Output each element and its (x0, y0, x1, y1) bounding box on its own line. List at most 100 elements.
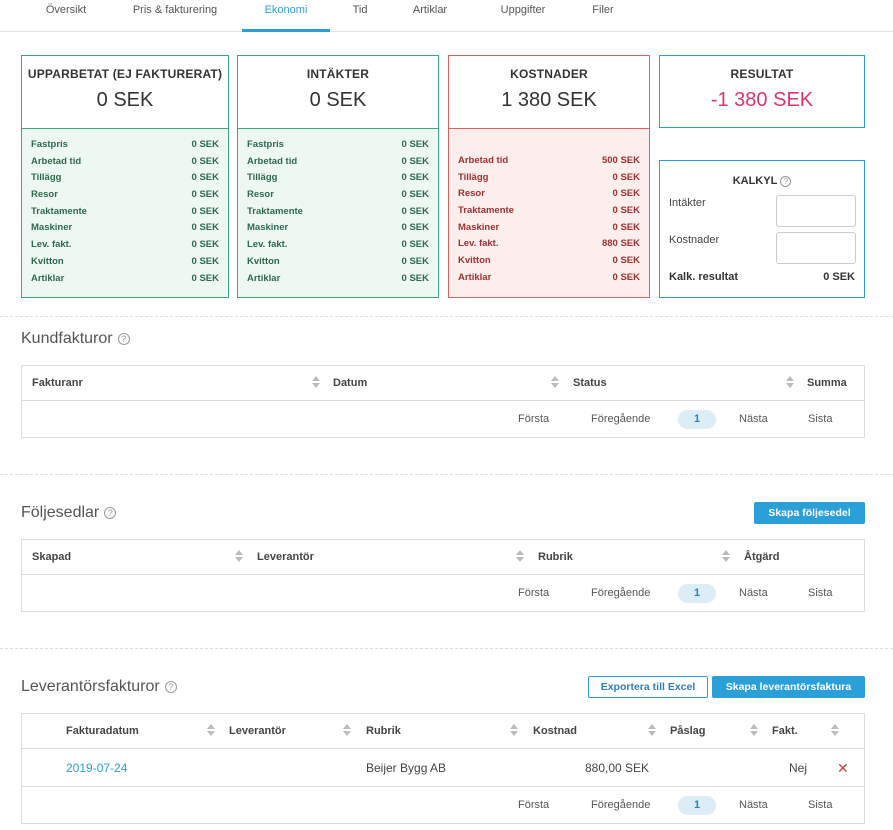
breakdown-row: Kvitton 0 SEK (31, 254, 219, 271)
tab-oversikt[interactable]: Översikt (45, 4, 87, 16)
upparbetat-title: UPPARBETAT (EJ FAKTURERAT) (27, 67, 223, 81)
sort-icon[interactable] (509, 722, 519, 738)
pager-last[interactable]: Sista (808, 587, 833, 599)
pager-next[interactable]: Nästa (739, 587, 768, 599)
create-foljesedel-button[interactable]: Skapa följesedel (754, 502, 865, 524)
col-kostnad[interactable]: Kostnad (533, 725, 577, 737)
sort-icon[interactable] (830, 722, 840, 738)
delete-icon[interactable]: ✕ (837, 760, 849, 776)
foljesedlar-table: Skapad Leverantör Rubrik Åtgärd Första F… (21, 539, 865, 612)
table-header: Fakturadatum Leverantör Rubrik Kostnad P… (22, 714, 864, 749)
row-value: 0 SEK (191, 255, 219, 267)
sort-icon[interactable] (311, 374, 321, 390)
row-value: 0 SEK (401, 255, 429, 267)
resultat-card: RESULTAT -1 380 SEK (659, 55, 865, 128)
col-leverantor[interactable]: Leverantör (229, 725, 286, 737)
help-icon[interactable]: ? (164, 680, 177, 693)
pager-last[interactable]: Sista (808, 799, 833, 811)
col-fakt[interactable]: Fakt. (772, 725, 798, 737)
col-datum[interactable]: Datum (333, 377, 368, 389)
pager-prev[interactable]: Föregående (591, 799, 651, 811)
sort-icon[interactable] (515, 548, 525, 564)
row-value: 0 SEK (191, 239, 219, 251)
row-value: 0 SEK (401, 239, 429, 251)
help-icon[interactable]: ? (780, 175, 792, 187)
col-leverantor[interactable]: Leverantör (257, 551, 314, 563)
pager-prev[interactable]: Föregående (591, 413, 651, 425)
kostnader-header: KOSTNADER 1 380 SEK (449, 56, 649, 112)
col-summa[interactable]: Summa (807, 377, 847, 389)
tab-pris-fakturering[interactable]: Pris & fakturering (132, 4, 218, 16)
kalkyl-card: KALKYL? Intäkter Kostnader Kalk. resulta… (659, 160, 865, 298)
leverantorsfakturor-heading: Leverantörsfakturor? (21, 678, 177, 696)
row-value: 0 SEK (401, 272, 429, 284)
tab-filer[interactable]: Filer (592, 4, 614, 16)
breakdown-row: Artiklar 0 SEK (458, 270, 640, 287)
row-value: 0 SEK (612, 171, 640, 183)
tab-artiklar[interactable]: Artiklar (412, 4, 448, 16)
sort-icon[interactable] (721, 548, 731, 564)
row-value: 880 SEK (601, 238, 640, 250)
kalkyl-intakter-input[interactable] (776, 195, 856, 227)
pagination: Första Föregående 1 Nästa Sista (22, 401, 864, 437)
row-label: Artiklar (247, 272, 281, 284)
create-leverantorsfaktura-button[interactable]: Skapa leverantörsfaktura (712, 676, 865, 698)
col-rubrik[interactable]: Rubrik (366, 725, 401, 737)
pager-first[interactable]: Första (518, 587, 550, 599)
pager-prev[interactable]: Föregående (591, 587, 651, 599)
sort-icon[interactable] (785, 374, 795, 390)
row-value: 0 SEK (191, 155, 219, 167)
kalkyl-result-label: Kalk. resultat (669, 271, 739, 283)
pager-current-page[interactable]: 1 (678, 584, 716, 603)
pager-last[interactable]: Sista (808, 413, 833, 425)
breakdown-row: Fastpris 0 SEK (247, 137, 429, 154)
help-icon[interactable]: ? (117, 332, 130, 345)
breakdown-row: Tillägg 0 SEK (31, 170, 219, 187)
pager-first[interactable]: Första (518, 413, 550, 425)
row-label: Lev. fakt. (458, 238, 499, 250)
row-value: 0 SEK (612, 221, 640, 233)
breakdown-row: Maskiner 0 SEK (458, 220, 640, 237)
pager-current-page[interactable]: 1 (678, 410, 716, 429)
pager-next[interactable]: Nästa (739, 413, 768, 425)
row-label: Resor (31, 189, 58, 201)
intakter-value: 0 SEK (309, 89, 367, 111)
row-label: Maskiner (458, 221, 500, 233)
row-label: Kvitton (247, 255, 280, 267)
intakter-title: INTÄKTER (306, 67, 370, 81)
sort-icon[interactable] (647, 722, 657, 738)
col-fakturadatum[interactable]: Fakturadatum (66, 725, 139, 737)
row-label: Traktamente (31, 205, 87, 217)
help-icon[interactable]: ? (104, 506, 117, 519)
kalkyl-kostnader-input[interactable] (776, 232, 856, 264)
col-status[interactable]: Status (573, 377, 607, 389)
foljesedlar-heading: Följesedlar? (21, 504, 117, 522)
row-label: Artiklar (458, 271, 492, 283)
pager-current-page[interactable]: 1 (678, 796, 716, 815)
breakdown-row: Lev. fakt. 0 SEK (31, 237, 219, 254)
upparbetat-value: 0 SEK (96, 89, 154, 111)
col-rubrik[interactable]: Rubrik (538, 551, 573, 563)
invoice-date-link[interactable]: 2019-07-24 (66, 761, 128, 775)
row-label: Arbetad tid (247, 155, 298, 167)
col-fakturanr[interactable]: Fakturanr (32, 377, 83, 389)
tab-ekonomi[interactable]: Ekonomi (242, 0, 330, 32)
foljesedlar-title: Följesedlar (21, 504, 100, 521)
export-excel-button[interactable]: Exportera till Excel (588, 676, 708, 698)
col-paslag[interactable]: Påslag (670, 725, 706, 737)
pager-next[interactable]: Nästa (739, 799, 768, 811)
intakter-card: INTÄKTER 0 SEK Fastpris 0 SEK Arbetad tid… (237, 55, 439, 298)
sort-icon[interactable] (749, 722, 759, 738)
sort-icon[interactable] (342, 722, 352, 738)
sort-icon[interactable] (234, 548, 244, 564)
row-label: Arbetad tid (458, 155, 509, 166)
col-skapad[interactable]: Skapad (32, 551, 72, 563)
sort-icon[interactable] (550, 374, 560, 390)
tab-uppgifter[interactable]: Uppgifter (500, 4, 546, 16)
tab-tid[interactable]: Tid (352, 4, 368, 16)
sort-icon[interactable] (206, 722, 216, 738)
row-label: Fastpris (31, 139, 68, 150)
pager-first[interactable]: Första (518, 799, 550, 811)
row-label: Artiklar (31, 272, 65, 284)
row-value: 0 SEK (401, 139, 429, 150)
